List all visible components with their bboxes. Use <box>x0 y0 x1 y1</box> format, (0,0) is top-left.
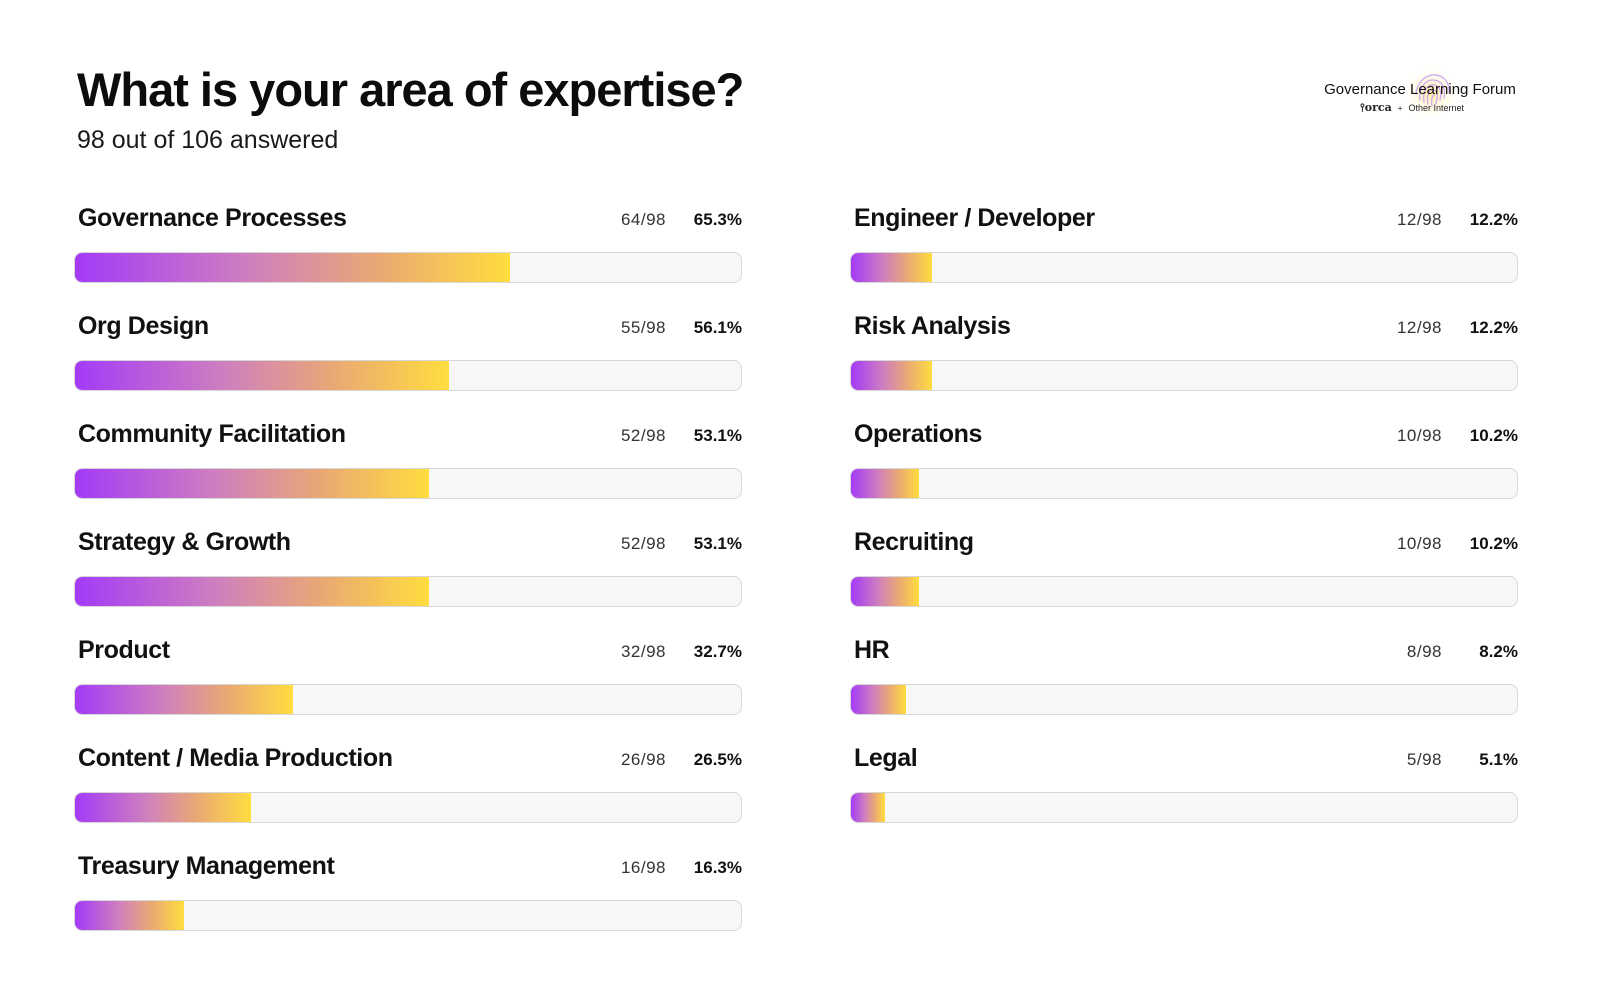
bar-count: 12/98 <box>1397 210 1442 230</box>
bar-percent: 5.1% <box>1479 750 1518 770</box>
bar-fill <box>75 901 184 930</box>
bar-label: Org Design <box>78 312 209 341</box>
brand-logo: Governance Learning Forum ⫯orca + Other In… <box>1300 60 1540 126</box>
bar-label: Risk Analysis <box>854 312 1010 341</box>
bar-percent: 8.2% <box>1479 642 1518 662</box>
bar-row: Governance Processes 64/98 65.3% <box>74 200 744 308</box>
bar-row: Engineer / Developer 12/98 12.2% <box>850 200 1520 308</box>
bar-count: 32/98 <box>621 642 666 662</box>
bar-row: Content / Media Production 26/98 26.5% <box>74 740 744 848</box>
bar-label: Strategy & Growth <box>78 528 291 557</box>
bar-percent: 10.2% <box>1470 534 1518 554</box>
bar-fill <box>851 793 885 822</box>
orca-wordmark: ⫯orca <box>1360 101 1392 114</box>
logo-name: Governance Learning Forum <box>1300 81 1540 98</box>
bar-fill <box>75 469 429 498</box>
bar-percent: 53.1% <box>694 426 742 446</box>
bar-count: 64/98 <box>621 210 666 230</box>
bar-row: Strategy & Growth 52/98 53.1% <box>74 524 744 632</box>
bar-label: Legal <box>854 744 917 773</box>
bar-percent: 10.2% <box>1470 426 1518 446</box>
bar-percent: 32.7% <box>694 642 742 662</box>
bar-count: 55/98 <box>621 318 666 338</box>
bar-label: Product <box>78 636 170 665</box>
bar-label: Content / Media Production <box>78 744 393 773</box>
page-title: What is your area of expertise? <box>77 62 743 117</box>
bar-row: HR 8/98 8.2% <box>850 632 1520 740</box>
bar-row: Community Facilitation 52/98 53.1% <box>74 416 744 524</box>
bar-row: Legal 5/98 5.1% <box>850 740 1520 848</box>
bar-count: 10/98 <box>1397 426 1442 446</box>
bar-label: HR <box>854 636 889 665</box>
bar-percent: 12.2% <box>1470 210 1518 230</box>
bar-count: 8/98 <box>1407 642 1442 662</box>
bar-count: 52/98 <box>621 426 666 446</box>
bar-percent: 26.5% <box>694 750 742 770</box>
bar-track <box>850 792 1518 823</box>
bar-label: Treasury Management <box>78 852 334 881</box>
bar-percent: 56.1% <box>694 318 742 338</box>
bar-fill <box>75 253 510 282</box>
bar-track <box>850 684 1518 715</box>
logo-partners: ⫯orca + Other Internet <box>1360 101 1530 115</box>
bar-track <box>850 576 1518 607</box>
bar-percent: 53.1% <box>694 534 742 554</box>
bar-label: Community Facilitation <box>78 420 346 449</box>
bar-fill <box>75 361 449 390</box>
bar-track <box>74 792 742 823</box>
bar-fill <box>851 469 919 498</box>
bar-percent: 16.3% <box>694 858 742 878</box>
right-column: Engineer / Developer 12/98 12.2% Risk Analy… <box>850 200 1520 848</box>
bar-count: 12/98 <box>1397 318 1442 338</box>
bar-fill <box>75 577 429 606</box>
bar-count: 26/98 <box>621 750 666 770</box>
bar-track <box>74 684 742 715</box>
bar-label: Recruiting <box>854 528 974 557</box>
bar-row: Risk Analysis 12/98 12.2% <box>850 308 1520 416</box>
bar-label: Operations <box>854 420 982 449</box>
logo-separator: + <box>1398 104 1403 113</box>
bar-fill <box>851 685 906 714</box>
bar-row: Treasury Management 16/98 16.3% <box>74 848 744 956</box>
bar-fill <box>851 577 919 606</box>
bar-track <box>74 252 742 283</box>
bar-track <box>74 468 742 499</box>
bar-row: Product 32/98 32.7% <box>74 632 744 740</box>
bar-label: Engineer / Developer <box>854 204 1095 233</box>
bar-fill <box>75 793 251 822</box>
bar-track <box>850 468 1518 499</box>
bar-track <box>850 252 1518 283</box>
bar-row: Recruiting 10/98 10.2% <box>850 524 1520 632</box>
other-internet-wordmark: Other Internet <box>1408 103 1464 113</box>
bar-count: 10/98 <box>1397 534 1442 554</box>
bar-track <box>74 576 742 607</box>
bar-track <box>74 360 742 391</box>
bar-count: 5/98 <box>1407 750 1442 770</box>
response-count: 98 out of 106 answered <box>77 126 338 155</box>
bar-fill <box>75 685 293 714</box>
bar-count: 52/98 <box>621 534 666 554</box>
bar-label: Governance Processes <box>78 204 347 233</box>
bar-row: Org Design 55/98 56.1% <box>74 308 744 416</box>
bar-fill <box>851 253 932 282</box>
bar-row: Operations 10/98 10.2% <box>850 416 1520 524</box>
left-column: Governance Processes 64/98 65.3% Org Design… <box>74 200 744 956</box>
bar-percent: 65.3% <box>694 210 742 230</box>
bar-track <box>74 900 742 931</box>
bar-track <box>850 360 1518 391</box>
bar-count: 16/98 <box>621 858 666 878</box>
bar-percent: 12.2% <box>1470 318 1518 338</box>
bar-fill <box>851 361 932 390</box>
